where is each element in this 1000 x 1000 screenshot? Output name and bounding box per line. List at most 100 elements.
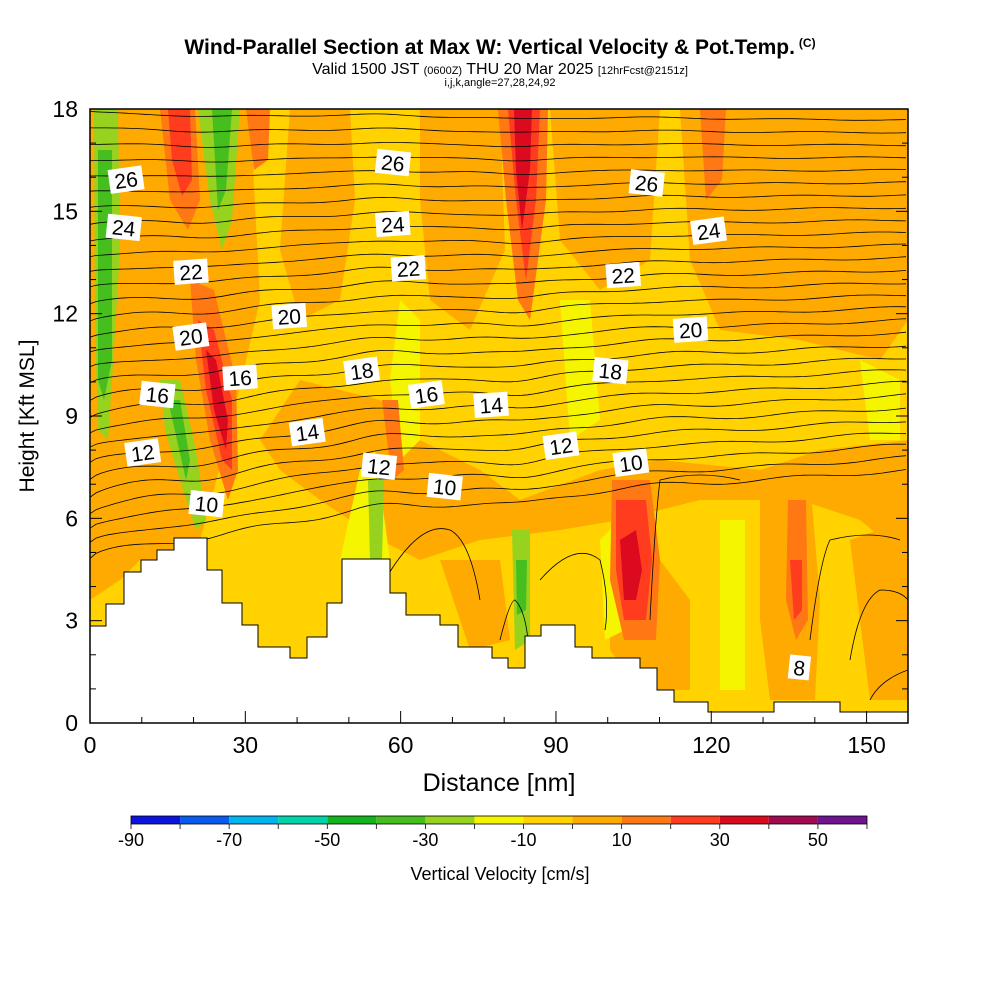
contour-label: 22	[605, 261, 642, 289]
contour-label: 14	[288, 417, 326, 447]
velocity-band	[620, 530, 642, 600]
contour-label: 20	[271, 302, 308, 330]
contour-labels: 26 24 22 20 16 16 12 10 20 14 26 24 18 12 22 16 10 14 12 18…	[105, 148, 812, 681]
theta-contour-line	[649, 474, 741, 621]
theta-contour-line	[90, 443, 907, 529]
contour-label: 12	[542, 431, 580, 460]
theta-contour-line	[90, 142, 906, 148]
valid-fcst: [12hrFcst@2151z]	[597, 65, 688, 77]
colorbar-swatch	[621, 816, 671, 824]
theta-contour-line	[499, 599, 529, 641]
chart-title: Wind-Parallel Section at Max W: Vertical…	[0, 36, 1000, 60]
theta-contour-line	[849, 589, 908, 661]
contour-label-bg	[271, 302, 308, 330]
velocity-band	[212, 109, 232, 210]
contour-label-bg	[105, 213, 142, 242]
contour-label: 16	[222, 364, 258, 391]
theta-contour-line	[90, 127, 907, 134]
contour-label-bg	[542, 431, 580, 460]
contour-label-bg	[139, 380, 176, 409]
contour-label-text: 24	[696, 219, 723, 245]
velocity-band	[246, 109, 270, 170]
contour-label: 26	[374, 148, 412, 177]
x-axis-label: Distance [nm]	[423, 769, 576, 797]
theta-contour-line	[90, 219, 907, 242]
contour-label-bg	[787, 654, 812, 681]
contour-label: 14	[473, 391, 509, 419]
theta-contour-line	[90, 194, 907, 209]
axes: 0 30 60 90 120 150 0 3 6 9 12 15 18	[52, 96, 908, 758]
colorbar-swatch	[229, 816, 279, 824]
y-tick-label: 12	[52, 301, 78, 327]
contour-label-text: 16	[144, 383, 170, 408]
y-tick-label: 18	[52, 96, 78, 122]
theta-contour-line	[90, 207, 907, 225]
colorbar-swatch	[670, 816, 720, 824]
contour-label: 18	[343, 356, 381, 385]
contour-label-text: 12	[548, 434, 574, 460]
contour-label: 22	[390, 255, 427, 283]
contour-label-text: 16	[228, 367, 253, 392]
contour-label-text: 20	[277, 305, 302, 330]
contour-label: 8	[787, 654, 812, 681]
colorbar-tick-label: 30	[710, 830, 730, 850]
contour-label: 10	[426, 472, 463, 501]
velocity-band	[168, 400, 190, 480]
contour-label-text: 18	[597, 360, 623, 385]
contour-label: 10	[612, 448, 650, 477]
velocity-band	[98, 150, 112, 400]
contour-label-text: 8	[792, 657, 806, 681]
colorbar-tick-label: -50	[314, 830, 340, 850]
contour-label-text: 26	[380, 151, 406, 176]
theta-contour-line	[90, 393, 907, 463]
theta-contour-line	[90, 294, 907, 338]
x-tick-label: 30	[233, 732, 259, 758]
contour-label-text: 20	[178, 325, 204, 351]
contour-label: 12	[124, 438, 162, 467]
contour-label: 26	[107, 165, 145, 194]
colorbar: -90 -70 -50 -30 -10 10 30 50	[118, 815, 868, 850]
contour-label-bg	[188, 489, 225, 518]
y-tick-label: 9	[65, 403, 78, 429]
contour-label-bg	[672, 316, 709, 343]
colorbar-swatch	[572, 816, 622, 824]
colorbar-frame	[130, 815, 868, 825]
velocity-band	[368, 480, 384, 560]
contour-label-bg	[605, 261, 642, 289]
theta-contour-line	[90, 243, 907, 272]
contour-label-text: 12	[366, 455, 392, 480]
contour-label-text: 22	[179, 261, 204, 286]
colorbar-swatch	[768, 816, 818, 824]
contour-label-bg	[390, 255, 427, 282]
x-tick-label: 60	[388, 732, 414, 758]
velocity-band	[260, 380, 908, 560]
contour-label-text: 26	[634, 172, 660, 197]
theta-contour-line	[90, 432, 907, 515]
theta-contour-line	[90, 231, 907, 257]
velocity-band	[790, 560, 802, 620]
colorbar-tick-label: -70	[216, 830, 242, 850]
theta-contour-line	[539, 552, 608, 631]
contour-label: 24	[690, 216, 728, 246]
contour-label-bg	[172, 322, 210, 351]
contour-label: 24	[375, 210, 411, 238]
contour-label-text: 24	[380, 213, 405, 238]
contour-label-text: 14	[294, 421, 321, 447]
velocity-band	[206, 350, 228, 450]
contour-label-text: 14	[479, 394, 504, 419]
x-tick-label: 0	[84, 732, 97, 758]
contour-label-text: 24	[111, 216, 137, 241]
velocity-band	[550, 109, 660, 290]
colorbar-tick-label: -10	[511, 830, 537, 850]
y-tick-label: 3	[65, 608, 78, 634]
contour-label-text: 22	[396, 258, 421, 283]
contour-label-text: 16	[413, 383, 439, 409]
valid-zulu: (0600Z)	[423, 65, 463, 77]
contour-label-bg	[628, 169, 665, 197]
valid-main: Valid 1500 JST	[312, 61, 420, 78]
valid-time-line: Valid 1500 JST (0600Z) THU 20 Mar 2025 […	[0, 61, 1000, 79]
contour-label-bg	[690, 216, 728, 246]
theta-contour-line	[90, 357, 906, 418]
theta-contour-line	[90, 455, 907, 543]
colorbar-tick-label: -90	[118, 830, 144, 850]
